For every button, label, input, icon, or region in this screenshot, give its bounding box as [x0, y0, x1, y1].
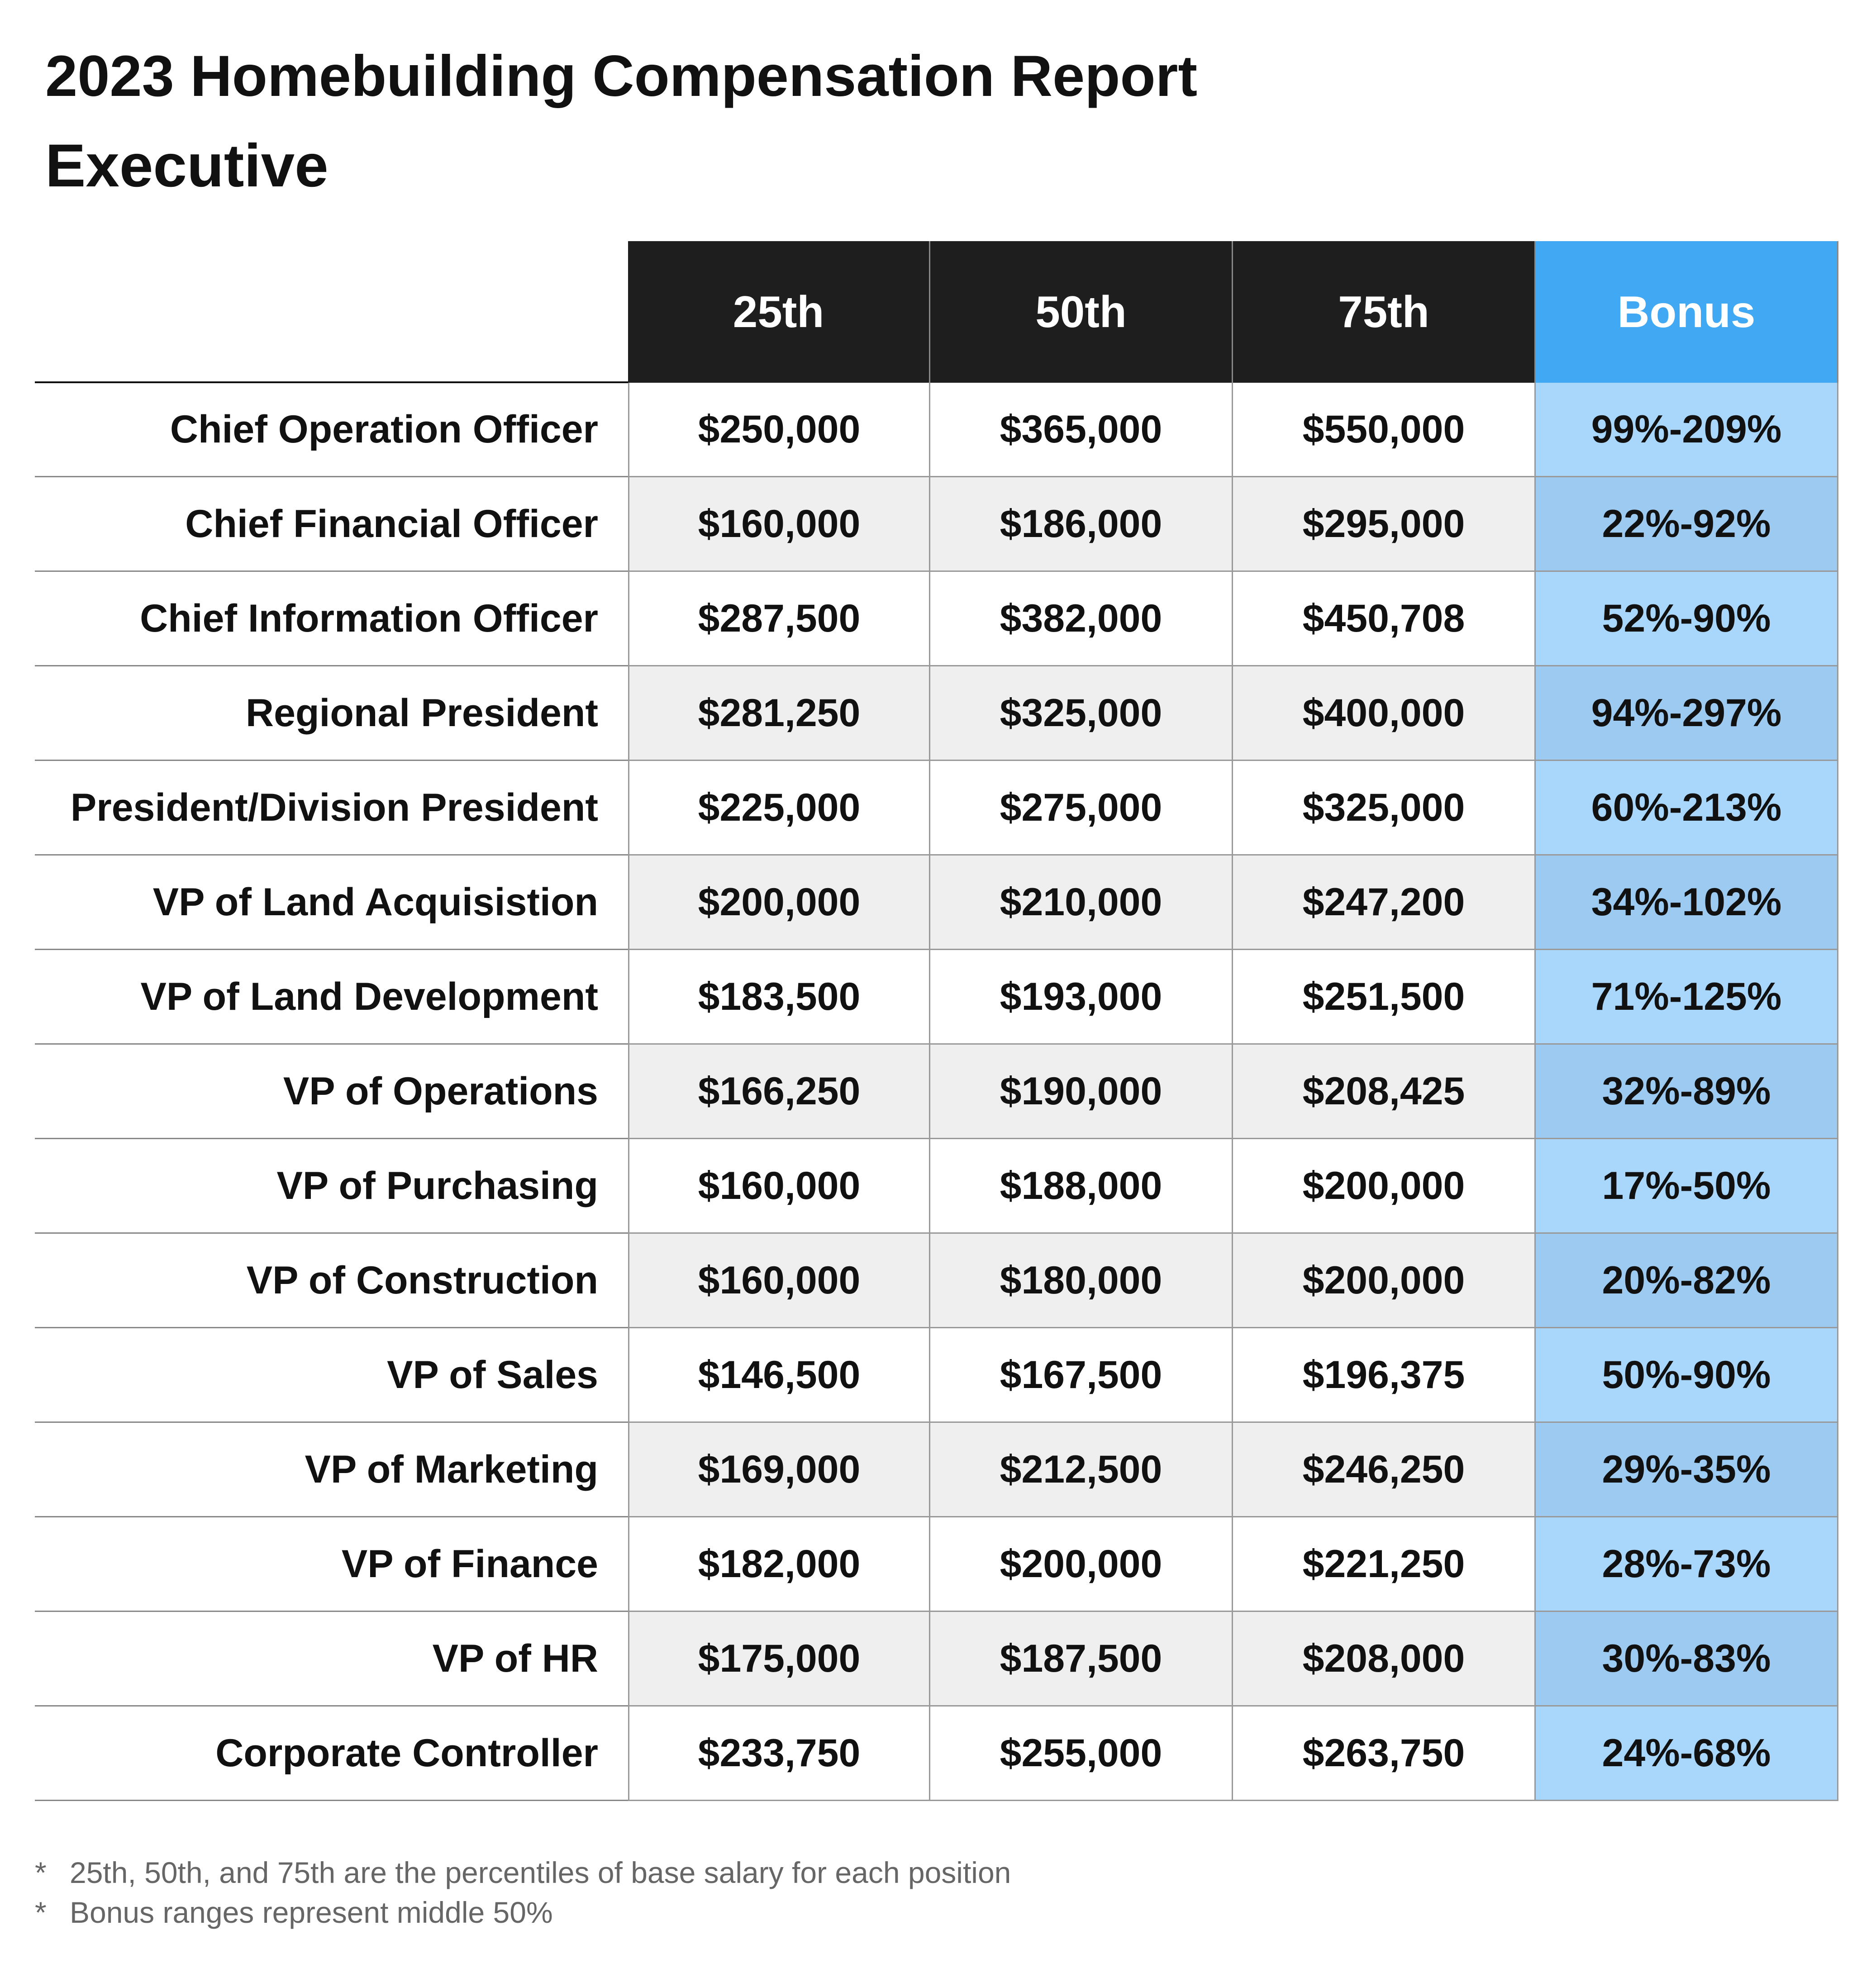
bonus-cell: 50%-90%: [1536, 1328, 1838, 1423]
footnote-marker: *: [35, 1856, 47, 1889]
column-header: 75th: [1233, 241, 1536, 383]
salary-cell: $182,000: [628, 1517, 930, 1612]
salary-cell: $550,000: [1233, 383, 1536, 477]
salary-cell: $190,000: [930, 1045, 1233, 1139]
row-label: President/Division President: [35, 761, 628, 856]
salary-cell: $186,000: [930, 477, 1233, 572]
salary-cell: $275,000: [930, 761, 1233, 856]
row-label: VP of Purchasing: [35, 1139, 628, 1234]
bonus-cell: 30%-83%: [1536, 1612, 1838, 1707]
footnote-marker: *: [35, 1896, 47, 1929]
bonus-cell: 71%-125%: [1536, 950, 1838, 1045]
salary-cell: $221,250: [1233, 1517, 1536, 1612]
header-rule: [35, 381, 628, 383]
report-subtitle: Executive: [45, 132, 329, 200]
salary-cell: $287,500: [628, 572, 930, 666]
salary-cell: $225,000: [628, 761, 930, 856]
salary-cell: $188,000: [930, 1139, 1233, 1234]
salary-cell: $208,425: [1233, 1045, 1536, 1139]
salary-cell: $450,708: [1233, 572, 1536, 666]
salary-cell: $255,000: [930, 1707, 1233, 1801]
salary-cell: $263,750: [1233, 1707, 1536, 1801]
bonus-cell: 99%-209%: [1536, 383, 1838, 477]
salary-cell: $251,500: [1233, 950, 1536, 1045]
row-label: VP of Land Acquisistion: [35, 856, 628, 950]
bonus-cell: 17%-50%: [1536, 1139, 1838, 1234]
bonus-cell: 52%-90%: [1536, 572, 1838, 666]
report-title: 2023 Homebuilding Compensation Report: [45, 44, 1198, 109]
salary-cell: $281,250: [628, 666, 930, 761]
bonus-cell: 24%-68%: [1536, 1707, 1838, 1801]
salary-cell: $325,000: [1233, 761, 1536, 856]
salary-cell: $193,000: [930, 950, 1233, 1045]
salary-cell: $196,375: [1233, 1328, 1536, 1423]
salary-cell: $233,750: [628, 1707, 930, 1801]
footnote-text: Bonus ranges represent middle 50%: [70, 1896, 553, 1929]
footnote: * Bonus ranges represent middle 50%: [35, 1892, 1011, 1932]
bonus-cell: 32%-89%: [1536, 1045, 1838, 1139]
bonus-cell: 94%-297%: [1536, 666, 1838, 761]
salary-cell: $246,250: [1233, 1423, 1536, 1517]
salary-cell: $160,000: [628, 1234, 930, 1328]
salary-cell: $200,000: [1233, 1234, 1536, 1328]
bonus-cell: 20%-82%: [1536, 1234, 1838, 1328]
salary-cell: $210,000: [930, 856, 1233, 950]
salary-cell: $146,500: [628, 1328, 930, 1423]
salary-cell: $295,000: [1233, 477, 1536, 572]
row-label: VP of Finance: [35, 1517, 628, 1612]
bonus-cell: 28%-73%: [1536, 1517, 1838, 1612]
salary-cell: $208,000: [1233, 1612, 1536, 1707]
salary-cell: $200,000: [1233, 1139, 1536, 1234]
bonus-cell: 34%-102%: [1536, 856, 1838, 950]
salary-cell: $160,000: [628, 1139, 930, 1234]
row-label: VP of Construction: [35, 1234, 628, 1328]
footnote-text: 25th, 50th, and 75th are the percentiles…: [70, 1856, 1011, 1889]
row-label: Regional President: [35, 666, 628, 761]
salary-cell: $167,500: [930, 1328, 1233, 1423]
salary-cell: $180,000: [930, 1234, 1233, 1328]
row-label: VP of Marketing: [35, 1423, 628, 1517]
salary-cell: $325,000: [930, 666, 1233, 761]
row-label: Chief Information Officer: [35, 572, 628, 666]
salary-cell: $382,000: [930, 572, 1233, 666]
salary-cell: $200,000: [930, 1517, 1233, 1612]
bonus-cell: 60%-213%: [1536, 761, 1838, 856]
footnotes: * 25th, 50th, and 75th are the percentile…: [35, 1853, 1011, 1932]
row-label: Chief Financial Officer: [35, 477, 628, 572]
salary-cell: $200,000: [628, 856, 930, 950]
compensation-table: 25th 50th 75th Bonus Chief Operation Officer…: [35, 241, 1838, 1803]
row-label: Chief Operation Officer: [35, 383, 628, 477]
column-header: Bonus: [1536, 241, 1838, 383]
footnote: * 25th, 50th, and 75th are the percentile…: [35, 1853, 1011, 1892]
salary-cell: $187,500: [930, 1612, 1233, 1707]
salary-cell: $250,000: [628, 383, 930, 477]
row-label: Corporate Controller: [35, 1707, 628, 1801]
bonus-cell: 22%-92%: [1536, 477, 1838, 572]
salary-cell: $365,000: [930, 383, 1233, 477]
row-label: VP of HR: [35, 1612, 628, 1707]
row-label: VP of Sales: [35, 1328, 628, 1423]
column-header: 25th: [628, 241, 930, 383]
bonus-cell: 29%-35%: [1536, 1423, 1838, 1517]
column-header: 50th: [930, 241, 1233, 383]
salary-cell: $166,250: [628, 1045, 930, 1139]
salary-cell: $212,500: [930, 1423, 1233, 1517]
row-label: VP of Land Development: [35, 950, 628, 1045]
row-label: VP of Operations: [35, 1045, 628, 1139]
salary-cell: $183,500: [628, 950, 930, 1045]
salary-cell: $247,200: [1233, 856, 1536, 950]
salary-cell: $160,000: [628, 477, 930, 572]
salary-cell: $175,000: [628, 1612, 930, 1707]
salary-cell: $169,000: [628, 1423, 930, 1517]
salary-cell: $400,000: [1233, 666, 1536, 761]
